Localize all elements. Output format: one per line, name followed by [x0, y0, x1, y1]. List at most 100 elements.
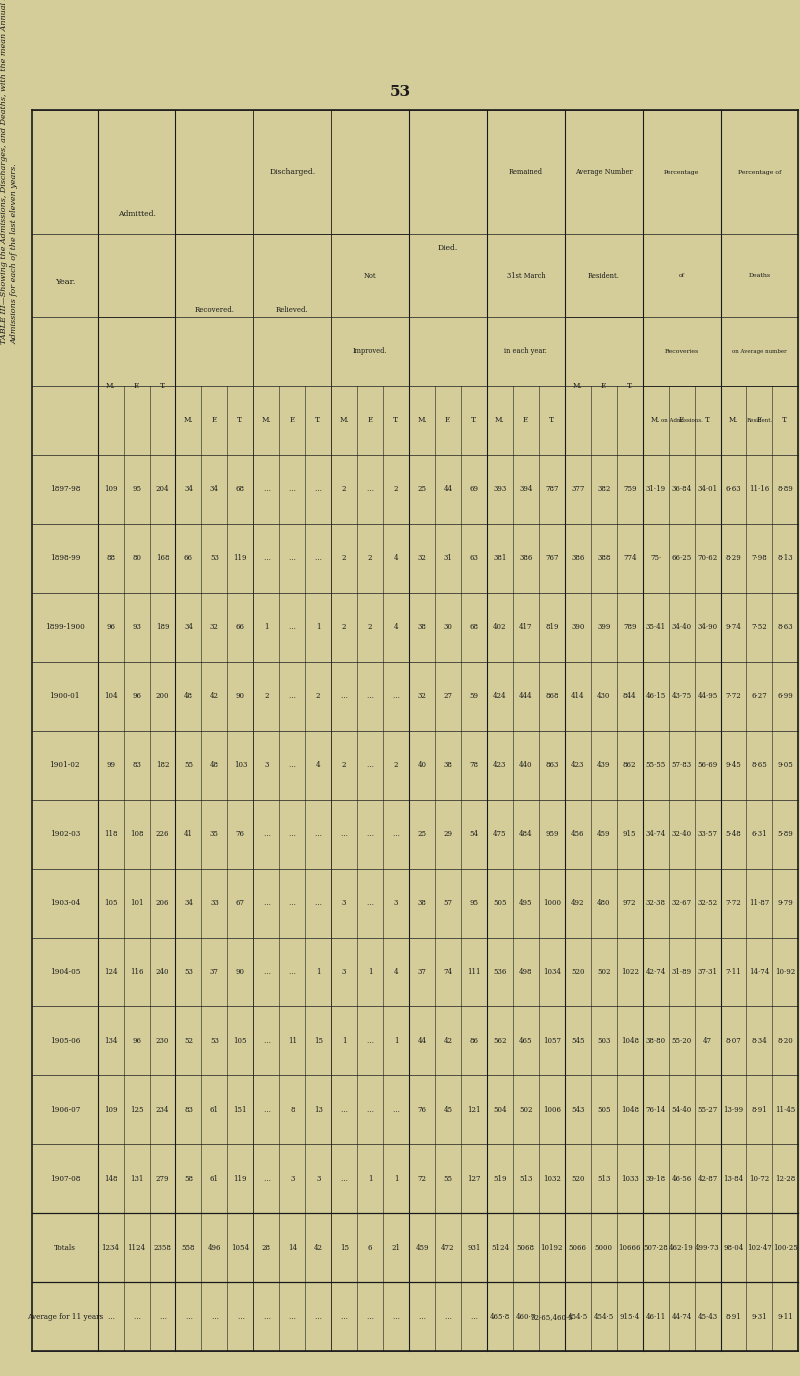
Text: 56·69: 56·69	[698, 761, 718, 769]
Text: 959: 959	[545, 830, 558, 838]
Text: 462·19: 462·19	[670, 1244, 694, 1252]
Text: 279: 279	[156, 1175, 170, 1183]
Text: Totals: Totals	[54, 1244, 76, 1252]
Text: 131: 131	[130, 1175, 143, 1183]
Text: 6·63: 6·63	[726, 486, 742, 494]
Text: 381: 381	[494, 555, 506, 563]
Text: 399: 399	[597, 623, 610, 632]
Text: 1032: 1032	[543, 1175, 561, 1183]
Text: …: …	[393, 1313, 399, 1321]
Text: …: …	[263, 1038, 270, 1044]
Text: …: …	[366, 692, 374, 700]
Text: 1901-02: 1901-02	[50, 761, 80, 769]
Text: 32·38: 32·38	[646, 899, 666, 907]
Text: 2: 2	[316, 692, 321, 700]
Text: 1: 1	[394, 1038, 398, 1044]
Text: …: …	[393, 830, 399, 838]
Text: 505: 505	[493, 899, 506, 907]
Text: 96: 96	[106, 623, 115, 632]
Text: …: …	[445, 1313, 451, 1321]
Text: 2: 2	[264, 692, 269, 700]
Text: 8·91: 8·91	[726, 1313, 742, 1321]
Text: 759: 759	[623, 486, 637, 494]
Text: 109: 109	[104, 1106, 118, 1115]
Text: 34: 34	[184, 899, 193, 907]
Text: 34·74: 34·74	[646, 830, 666, 838]
Text: 2: 2	[394, 486, 398, 494]
Text: 121: 121	[467, 1106, 481, 1115]
Text: 10·72: 10·72	[750, 1175, 770, 1183]
Text: 1902-03: 1902-03	[50, 830, 80, 838]
Text: Died.: Died.	[438, 244, 458, 252]
Text: 80: 80	[132, 555, 141, 563]
Text: 931: 931	[467, 1244, 481, 1252]
Text: …: …	[289, 623, 296, 632]
Text: 9·74: 9·74	[726, 623, 742, 632]
Text: 14: 14	[288, 1244, 297, 1252]
Text: 503: 503	[597, 1038, 610, 1044]
Text: 1: 1	[342, 1038, 346, 1044]
Text: 21: 21	[391, 1244, 401, 1252]
Text: 59: 59	[470, 692, 478, 700]
Text: 108: 108	[130, 830, 143, 838]
Text: 44·95: 44·95	[698, 692, 718, 700]
Text: F.: F.	[757, 417, 762, 424]
Text: 520: 520	[571, 967, 585, 976]
Text: 2: 2	[342, 486, 346, 494]
Text: 234: 234	[156, 1106, 169, 1115]
Text: 1: 1	[264, 623, 269, 632]
Text: 915·4: 915·4	[619, 1313, 640, 1321]
Text: 28: 28	[262, 1244, 271, 1252]
Text: 32·67: 32·67	[671, 899, 692, 907]
Text: 32·52: 32·52	[698, 899, 718, 907]
Text: 44: 44	[418, 1038, 426, 1044]
Text: 127: 127	[467, 1175, 481, 1183]
Text: 3: 3	[264, 761, 269, 769]
Text: 13·99: 13·99	[723, 1106, 743, 1115]
Text: in each year.: in each year.	[505, 347, 547, 355]
Text: 34: 34	[184, 623, 193, 632]
Text: 8·29: 8·29	[726, 555, 742, 563]
Text: 1: 1	[368, 967, 372, 976]
Text: 25: 25	[418, 830, 426, 838]
Text: 789: 789	[623, 623, 637, 632]
Text: …: …	[159, 1313, 166, 1321]
Text: 30: 30	[443, 623, 453, 632]
Text: 55·20: 55·20	[671, 1038, 692, 1044]
Text: 8·13: 8·13	[778, 555, 794, 563]
Text: …: …	[366, 1313, 374, 1321]
Text: 42: 42	[443, 1038, 453, 1044]
Text: 34·40: 34·40	[671, 623, 692, 632]
Text: 67: 67	[236, 899, 245, 907]
Text: 492: 492	[571, 899, 585, 907]
Text: 10·92: 10·92	[775, 967, 795, 976]
Text: 5066: 5066	[569, 1244, 586, 1252]
Text: 519: 519	[493, 1175, 506, 1183]
Text: 496: 496	[208, 1244, 221, 1252]
Text: 507·28: 507·28	[643, 1244, 668, 1252]
Text: 15: 15	[340, 1244, 349, 1252]
Text: …: …	[314, 1313, 322, 1321]
Text: 1900-01: 1900-01	[50, 692, 80, 700]
Text: Deaths: Deaths	[749, 272, 770, 278]
Text: 423: 423	[494, 761, 506, 769]
Text: 58: 58	[184, 1175, 193, 1183]
Text: …: …	[289, 1313, 296, 1321]
Text: 3: 3	[290, 1175, 294, 1183]
Text: 95: 95	[132, 486, 141, 494]
Text: …: …	[289, 761, 296, 769]
Text: 1022: 1022	[621, 967, 638, 976]
Text: 54·40: 54·40	[671, 1106, 692, 1115]
Text: 48: 48	[210, 761, 219, 769]
Text: …: …	[289, 899, 296, 907]
Text: 498: 498	[519, 967, 533, 976]
Text: 42: 42	[314, 1244, 322, 1252]
Text: 61: 61	[210, 1175, 219, 1183]
Text: 76: 76	[418, 1106, 426, 1115]
Text: 75·: 75·	[650, 555, 662, 563]
Text: T.: T.	[705, 417, 710, 424]
Text: 1907-08: 1907-08	[50, 1175, 80, 1183]
Text: 9·11: 9·11	[778, 1313, 794, 1321]
Text: Resident.: Resident.	[588, 271, 620, 279]
Text: Year.: Year.	[54, 278, 75, 286]
